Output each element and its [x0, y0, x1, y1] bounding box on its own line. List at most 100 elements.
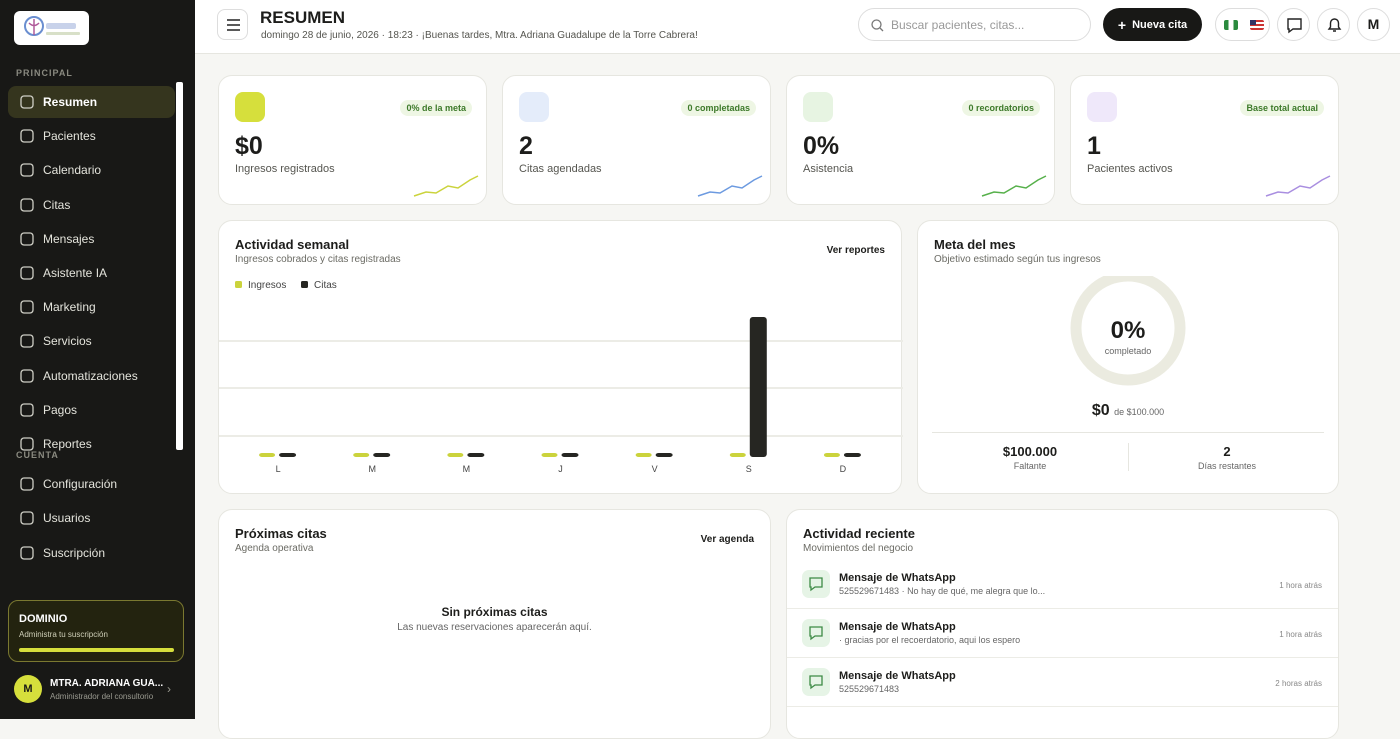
kpi-label: Pacientes activos	[1087, 163, 1173, 175]
chat-icon	[809, 577, 823, 592]
card-title: Próximas citas	[235, 526, 327, 541]
activity-time: 2 horas atrás	[1275, 679, 1322, 688]
nav-item[interactable]: Pagos	[8, 394, 175, 426]
notifications-button[interactable]	[1317, 8, 1350, 41]
nav-item[interactable]: Asistente IA	[8, 257, 175, 289]
nav-label: Configuración	[43, 477, 118, 492]
search-placeholder: Buscar pacientes, citas...	[891, 18, 1025, 32]
nav-label: Citas	[43, 197, 71, 212]
nav-icon	[20, 403, 34, 417]
bar	[373, 453, 391, 457]
scrollbar[interactable]	[176, 82, 183, 450]
card-link[interactable]: Ver reportes	[826, 245, 885, 256]
bar	[541, 453, 558, 457]
kpi-card: 0 completadas 2 Citas agendadas	[502, 75, 771, 205]
kpi-label: Ingresos registrados	[235, 163, 335, 175]
nav-item[interactable]: Servicios	[8, 325, 175, 357]
nav-label: Marketing	[43, 300, 96, 315]
x-tick-label: S	[746, 464, 752, 474]
activity-card: Actividad reciente Movimientos del negoc…	[786, 509, 1339, 739]
nav-item[interactable]: Automatizaciones	[8, 360, 175, 392]
goal-amount-row: $0 de $100.000	[918, 402, 1338, 420]
nav-item[interactable]: Citas	[8, 189, 175, 221]
bar	[843, 453, 861, 457]
goal-caption: completado	[1104, 346, 1152, 356]
kpi-card: 0 recordatorios 0% Asistencia	[786, 75, 1055, 205]
nav-icon	[20, 511, 34, 526]
card-link[interactable]: Ver agenda	[700, 534, 754, 545]
kpi-badge: 0 recordatorios	[962, 100, 1040, 116]
chat-icon	[809, 626, 823, 641]
card-title: Actividad semanal	[235, 237, 350, 252]
bar	[749, 317, 767, 457]
nav-item[interactable]: Configuración	[8, 468, 175, 500]
nav-item[interactable]: Pacientes	[8, 120, 175, 152]
page-title: RESUMEN	[260, 8, 346, 27]
activity-icon	[802, 668, 830, 696]
menu-button[interactable]	[217, 9, 248, 40]
legend-swatch	[235, 281, 242, 288]
nav-label: Usuarios	[43, 511, 91, 526]
search[interactable]: Buscar pacientes, citas...	[858, 8, 1091, 41]
kpi-icon	[1087, 92, 1117, 122]
language[interactable]	[1215, 8, 1270, 41]
bar	[655, 453, 673, 457]
kpi-badge: 0 completadas	[681, 100, 756, 116]
new-button-label: Nueva cita	[1132, 18, 1188, 31]
nav-item[interactable]: Usuarios	[8, 502, 175, 534]
nav-icon	[20, 197, 34, 212]
goal-stat-value: 2	[1223, 444, 1231, 459]
sparkline	[981, 175, 1047, 197]
nav-item[interactable]: Calendario	[8, 154, 175, 186]
legend-label: Citas	[314, 280, 337, 291]
chevron[interactable]: ›	[167, 682, 171, 696]
bar	[259, 453, 276, 457]
new-button[interactable]: + Nueva cita	[1103, 8, 1202, 41]
avatar[interactable]: M	[1357, 8, 1390, 41]
section-title: PRINCIPAL	[16, 68, 73, 78]
chat-icon	[809, 675, 823, 690]
page-subtitle: domingo 28 de junio, 2026 · 18:23 · ¡Bue…	[261, 30, 698, 41]
x-tick-label: L	[276, 464, 281, 474]
divider	[787, 657, 1338, 658]
nav-label: Suscripción	[43, 545, 106, 560]
kpi-badge: 0% de la meta	[400, 100, 472, 116]
nav-item[interactable]: Suscripción	[8, 537, 175, 569]
sparkline	[1265, 175, 1331, 197]
plan-box[interactable]: DOMINIO Administra tu suscripción	[8, 600, 184, 662]
activity-text: · gracias por el recoerdatorio, aqui los…	[839, 635, 1021, 645]
activity-title: Mensaje de WhatsApp	[839, 572, 956, 584]
messages-button[interactable]	[1277, 8, 1310, 41]
activity-icon	[802, 570, 830, 598]
nav-icon	[20, 232, 34, 246]
legend-swatch	[301, 281, 308, 288]
nav-item[interactable]: Mensajes	[8, 223, 175, 255]
sparkline	[413, 175, 479, 197]
plus-icon: +	[1117, 16, 1127, 33]
divider	[1128, 443, 1129, 471]
x-tick-label: M	[463, 464, 471, 474]
nav-item[interactable]: Marketing	[8, 291, 175, 323]
empty-title: Sin próximas citas	[441, 605, 548, 619]
nav-item[interactable]: Reportes	[8, 428, 175, 460]
divider	[787, 706, 1338, 707]
bar	[635, 453, 652, 457]
goal-amount: $0	[1091, 402, 1110, 419]
nav-icon	[20, 437, 34, 451]
user-name: MTRA. ADRIANA GUA...	[50, 678, 164, 689]
activity-title: Mensaje de WhatsApp	[839, 621, 956, 633]
empty-text: Las nuevas reservaciones aparecerán aquí…	[397, 622, 592, 633]
card-subtitle: Ingresos cobrados y citas registradas	[235, 254, 401, 265]
kpi-label: Asistencia	[803, 163, 854, 175]
activity-time: 1 hora atrás	[1279, 630, 1322, 639]
nav-icon	[20, 477, 34, 491]
card-title: Actividad reciente	[803, 526, 915, 541]
kpi-value: 1	[1087, 132, 1101, 160]
kpi-label: Citas agendadas	[519, 163, 602, 175]
sparkline	[697, 175, 763, 197]
user-avatar: M	[14, 675, 42, 703]
nav-item[interactable]: Resumen	[8, 86, 175, 118]
activity-text: 525529671483	[839, 684, 900, 694]
nav-label: Pagos	[43, 402, 78, 417]
